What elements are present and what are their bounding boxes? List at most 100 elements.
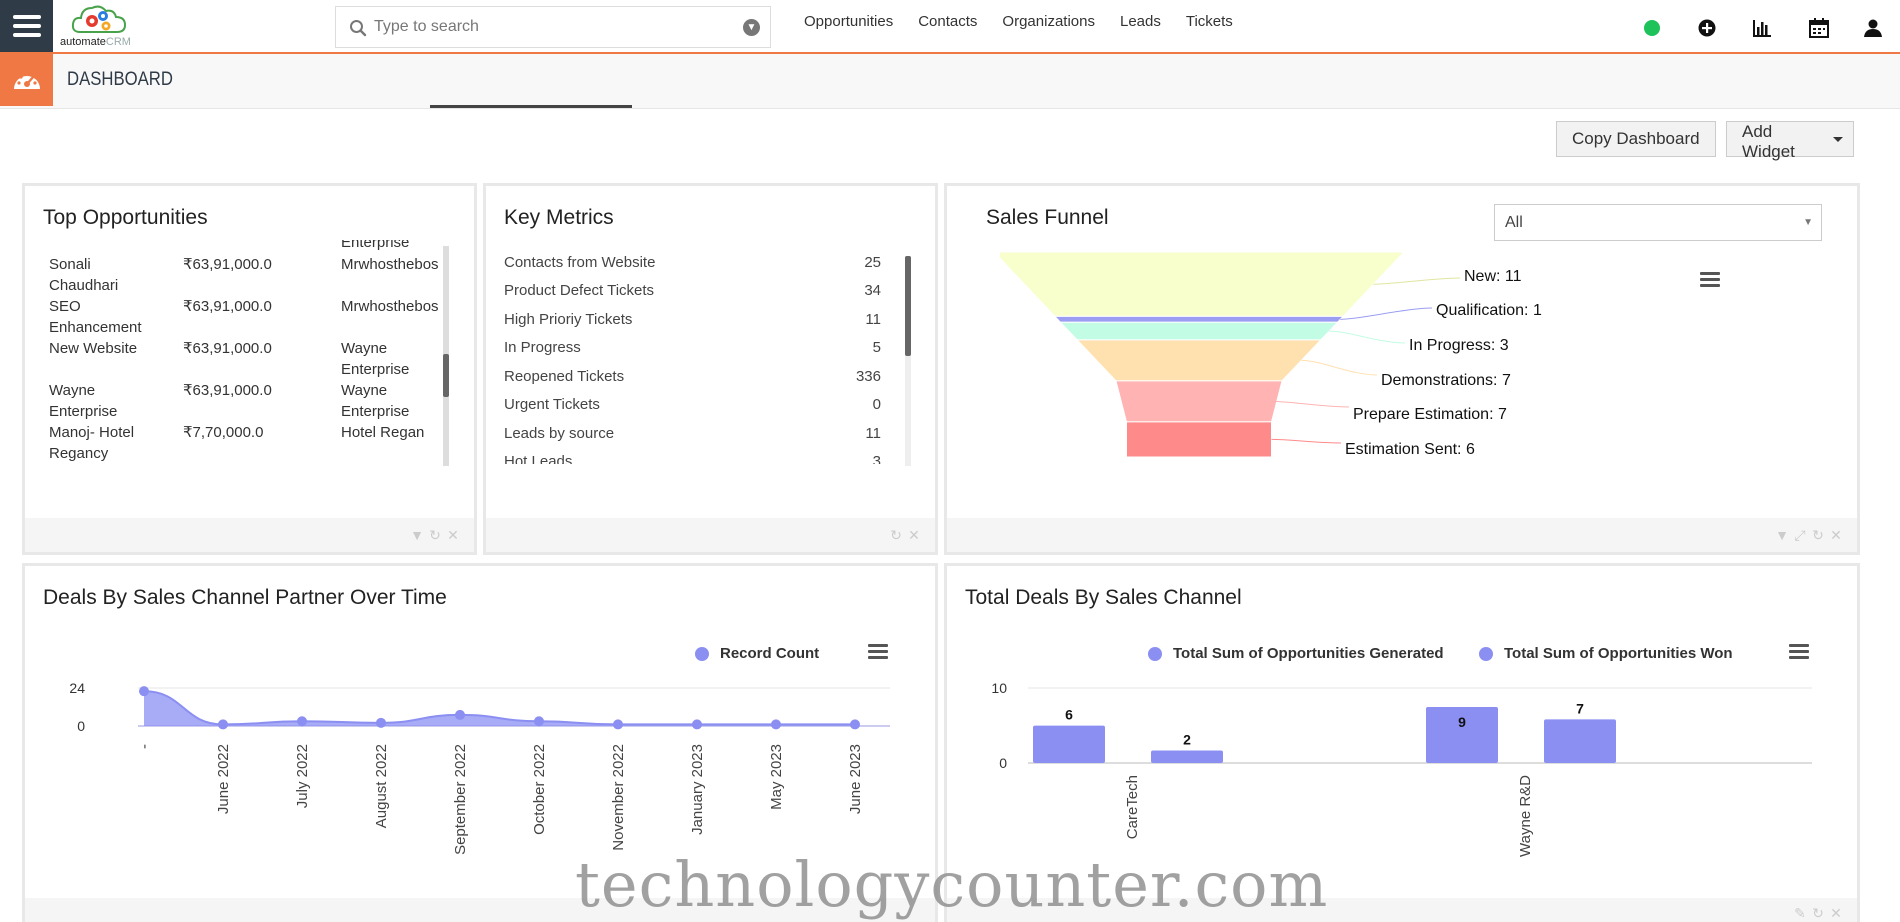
funnel-filter-select[interactable]: All ▼ <box>1494 204 1822 241</box>
y-tick-label: 0 <box>77 718 85 734</box>
list-item[interactable]: Reopened Tickets 336 <box>504 368 881 385</box>
area-chart: 24 0 - June 2022 July 2022 August 2022 Septemb… <box>69 680 890 855</box>
list-item[interactable]: Product Defect Tickets 34 <box>504 282 881 299</box>
nav-contacts[interactable]: Contacts <box>918 13 978 30</box>
list-item[interactable]: Enterprise <box>341 240 410 251</box>
list-item[interactable]: Manoj- Hotel Regancy ₹7,70,000.0 Hotel R… <box>49 424 425 462</box>
filter-icon[interactable]: ▼ <box>410 527 424 543</box>
search-box[interactable]: ▼ <box>335 6 771 48</box>
x-tick-label: September 2022 <box>452 744 469 855</box>
funnel-label-demonstrations: Demonstrations: 7 <box>1381 372 1511 389</box>
list-item[interactable]: High Prioriy Tickets 11 <box>504 311 881 328</box>
list-item[interactable]: Hot Leads 3 <box>504 453 881 464</box>
filter-icon[interactable]: ▼ <box>1775 527 1789 543</box>
x-tick-label: Wayne R&D <box>1517 775 1534 857</box>
list-item[interactable]: Sonali Chaudhari ₹63,91,000.0 Mrwhostheb… <box>49 256 439 294</box>
widget-footer: ▼ ↻ ✕ <box>25 518 474 552</box>
bar-chart-icon[interactable] <box>1751 17 1773 39</box>
close-icon[interactable]: ✕ <box>1830 527 1842 543</box>
caret-down-icon <box>1833 137 1843 142</box>
widget-footer: ▼ ⤢ ↻ ✕ <box>947 518 1857 552</box>
logo-text: automateCRM <box>60 36 131 48</box>
refresh-icon[interactable]: ↻ <box>429 527 441 543</box>
funnel-label-qualification: Qualification: 1 <box>1436 302 1542 319</box>
page-title: DASHBOARD <box>67 69 173 90</box>
search-input[interactable] <box>374 15 734 39</box>
x-tick-label: October 2022 <box>531 744 548 835</box>
nav-organizations[interactable]: Organizations <box>1002 13 1095 30</box>
list-item[interactable]: New Website ₹63,91,000.0 Wayne Enterpris… <box>49 340 410 378</box>
funnel-segment-demonstrations <box>1075 339 1323 382</box>
nav-tickets[interactable]: Tickets <box>1185 13 1233 30</box>
metrics-list: Contacts from Website 25 Product Defect T… <box>504 254 914 464</box>
app-logo[interactable]: automateCRM <box>58 2 138 50</box>
legend-record-count[interactable]: Record Count <box>695 645 819 662</box>
x-tick-label: November 2022 <box>610 744 627 851</box>
data-point <box>376 717 386 728</box>
refresh-icon[interactable]: ↻ <box>890 527 902 543</box>
refresh-icon[interactable]: ↻ <box>1812 905 1824 921</box>
list-item[interactable]: Urgent Tickets 0 <box>504 396 881 413</box>
chart-menu-icon[interactable] <box>868 644 888 660</box>
copy-dashboard-button[interactable]: Copy Dashboard <box>1556 121 1716 157</box>
x-tick-label: January 2023 <box>689 744 706 835</box>
close-icon[interactable]: ✕ <box>1830 905 1842 921</box>
x-tick-label: June 2023 <box>847 744 864 814</box>
x-tick-label: June 2022 <box>215 744 232 814</box>
refresh-icon[interactable]: ↻ <box>1812 527 1824 543</box>
scrollbar[interactable] <box>905 256 911 466</box>
chart-menu-icon[interactable] <box>1700 272 1720 288</box>
funnel-connector <box>1301 359 1378 376</box>
sales-funnel-chart <box>1000 251 1461 458</box>
menu-icon[interactable] <box>0 0 53 52</box>
x-tick-label: CareTech <box>1124 775 1141 839</box>
x-tick-label: - <box>136 744 153 749</box>
list-item[interactable]: Wayne Enterprise ₹63,91,000.0 Wayne Ente… <box>49 382 410 420</box>
calendar-icon[interactable] <box>1808 17 1830 39</box>
data-point <box>613 719 623 730</box>
edit-icon[interactable]: ✎ <box>1794 905 1806 921</box>
expand-icon[interactable]: ⤢ <box>1794 527 1806 543</box>
add-widget-button[interactable]: Add Widget <box>1726 121 1854 161</box>
plus-circle-icon[interactable] <box>1696 17 1718 39</box>
chevron-down-icon[interactable]: ▼ <box>743 19 760 36</box>
list-item[interactable]: SEO Enhancement ₹63,91,000.0 Mrwhosthebo… <box>49 298 439 336</box>
funnel-connector <box>1329 330 1406 344</box>
legend-opportunities-won[interactable]: Total Sum of Opportunities Won <box>1479 645 1733 662</box>
data-point <box>534 716 544 727</box>
key-metrics-widget: Key Metrics Contacts from Website 25 Prod… <box>483 183 938 555</box>
legend-opportunities-generated[interactable]: Total Sum of Opportunities Generated <box>1148 645 1444 662</box>
chart-menu-icon[interactable] <box>1789 644 1809 660</box>
area-series-fill <box>144 691 855 726</box>
x-tick-label: August 2022 <box>373 744 390 828</box>
bar-caretech-2 <box>1151 750 1223 763</box>
cloud-gears-icon <box>71 5 127 33</box>
widget-footer: ↻ ✕ <box>486 518 935 552</box>
scrollbar[interactable] <box>443 246 449 466</box>
search-icon <box>350 20 367 37</box>
list-item[interactable]: Contacts from Website 25 <box>504 254 881 271</box>
close-icon[interactable]: ✕ <box>447 527 459 543</box>
data-label: 2 <box>1183 732 1191 748</box>
widget-title: Top Opportunities <box>43 206 208 229</box>
close-icon[interactable]: ✕ <box>908 527 920 543</box>
data-label: 6 <box>1065 707 1073 723</box>
legend-marker <box>1479 646 1493 661</box>
user-icon[interactable] <box>1862 17 1884 39</box>
funnel-label-new: New: 11 <box>1464 268 1522 285</box>
widget-title: Sales Funnel <box>986 206 1109 229</box>
data-point <box>692 719 702 730</box>
nav-opportunities[interactable]: Opportunities <box>804 13 894 30</box>
nav-leads[interactable]: Leads <box>1119 13 1161 30</box>
legend-marker <box>695 646 709 661</box>
list-item[interactable]: Leads by source 11 <box>504 425 881 442</box>
legend-marker <box>1148 646 1162 661</box>
list-item[interactable]: In Progress 5 <box>504 339 881 356</box>
sales-funnel-widget: Sales Funnel ▼ ⤢ ↻ ✕ <box>944 183 1860 555</box>
add-widget-label: Add Widget <box>1742 122 1795 161</box>
y-tick-label: 10 <box>991 680 1007 696</box>
sub-bar: DASHBOARD <box>0 54 1900 109</box>
funnel-segment-in-progress <box>1059 321 1339 341</box>
dashboard-gauge-icon[interactable] <box>0 54 53 106</box>
data-point <box>771 719 781 730</box>
